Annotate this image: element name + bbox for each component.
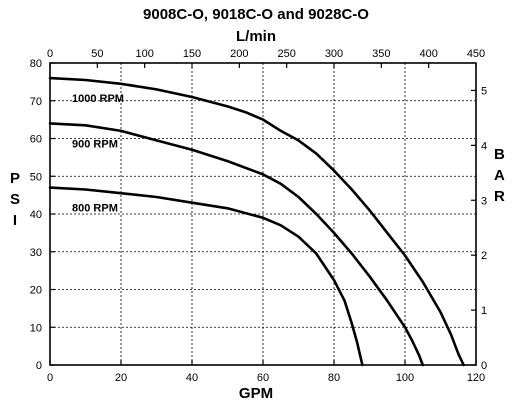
x-tick-label: 40 — [186, 372, 198, 384]
axis-title-letter: I — [12, 212, 18, 229]
y-tick-label: 10 — [30, 322, 42, 334]
y2-tick-label: 5 — [481, 85, 487, 97]
y2-tick-label: 0 — [481, 360, 487, 372]
x2-tick-label: 50 — [91, 48, 103, 60]
y-tick-label: 30 — [30, 247, 42, 259]
y-tick-label: 70 — [30, 96, 42, 108]
y-tick-label: 60 — [30, 134, 42, 146]
y-tick-label: 40 — [30, 209, 42, 221]
x-tick-label: 100 — [396, 372, 414, 384]
y-tick-label: 0 — [36, 360, 42, 372]
x2-tick-label: 150 — [183, 48, 201, 60]
axis-title-letter: B — [494, 146, 505, 163]
x-tick-label: 60 — [257, 372, 269, 384]
x2-tick-label: 100 — [135, 48, 153, 60]
axis-title-letter: A — [494, 167, 505, 184]
x2-tick-label: 450 — [467, 48, 485, 60]
x-tick-label: 80 — [328, 372, 340, 384]
chart-title: 9008C-O, 9018C-O and 9028C-O — [143, 6, 369, 23]
x2-tick-label: 200 — [230, 48, 248, 60]
series-label: 900 RPM — [72, 138, 118, 150]
y2-tick-label: 3 — [481, 195, 487, 207]
y-tick-label: 50 — [30, 171, 42, 183]
x-tick-label: 20 — [115, 372, 127, 384]
y2-tick-label: 2 — [481, 250, 487, 262]
series-line — [48, 76, 465, 367]
y2-tick-label: 1 — [481, 305, 487, 317]
x-tick-label: 0 — [47, 372, 53, 384]
series-line — [48, 122, 425, 367]
axis-title-letter: R — [494, 188, 505, 205]
x-axis-title: GPM — [238, 385, 274, 402]
x2-tick-label: 0 — [47, 48, 53, 60]
x2-tick-label: 300 — [325, 48, 343, 60]
y-tick-label: 80 — [30, 58, 42, 70]
y2-tick-label: 4 — [481, 140, 487, 152]
x2-tick-label: 350 — [372, 48, 390, 60]
axis-title-letter: P — [10, 170, 21, 187]
series-label: 1000 RPM — [72, 93, 124, 105]
x2-tick-label: 400 — [419, 48, 437, 60]
x-tick-label: 120 — [467, 372, 485, 384]
x2-axis-title: L/min — [236, 28, 276, 45]
x2-tick-label: 250 — [277, 48, 295, 60]
y-tick-label: 20 — [30, 285, 42, 297]
series-line — [48, 186, 364, 367]
axis-title-letter: S — [10, 191, 21, 208]
series-label: 800 RPM — [72, 203, 118, 215]
